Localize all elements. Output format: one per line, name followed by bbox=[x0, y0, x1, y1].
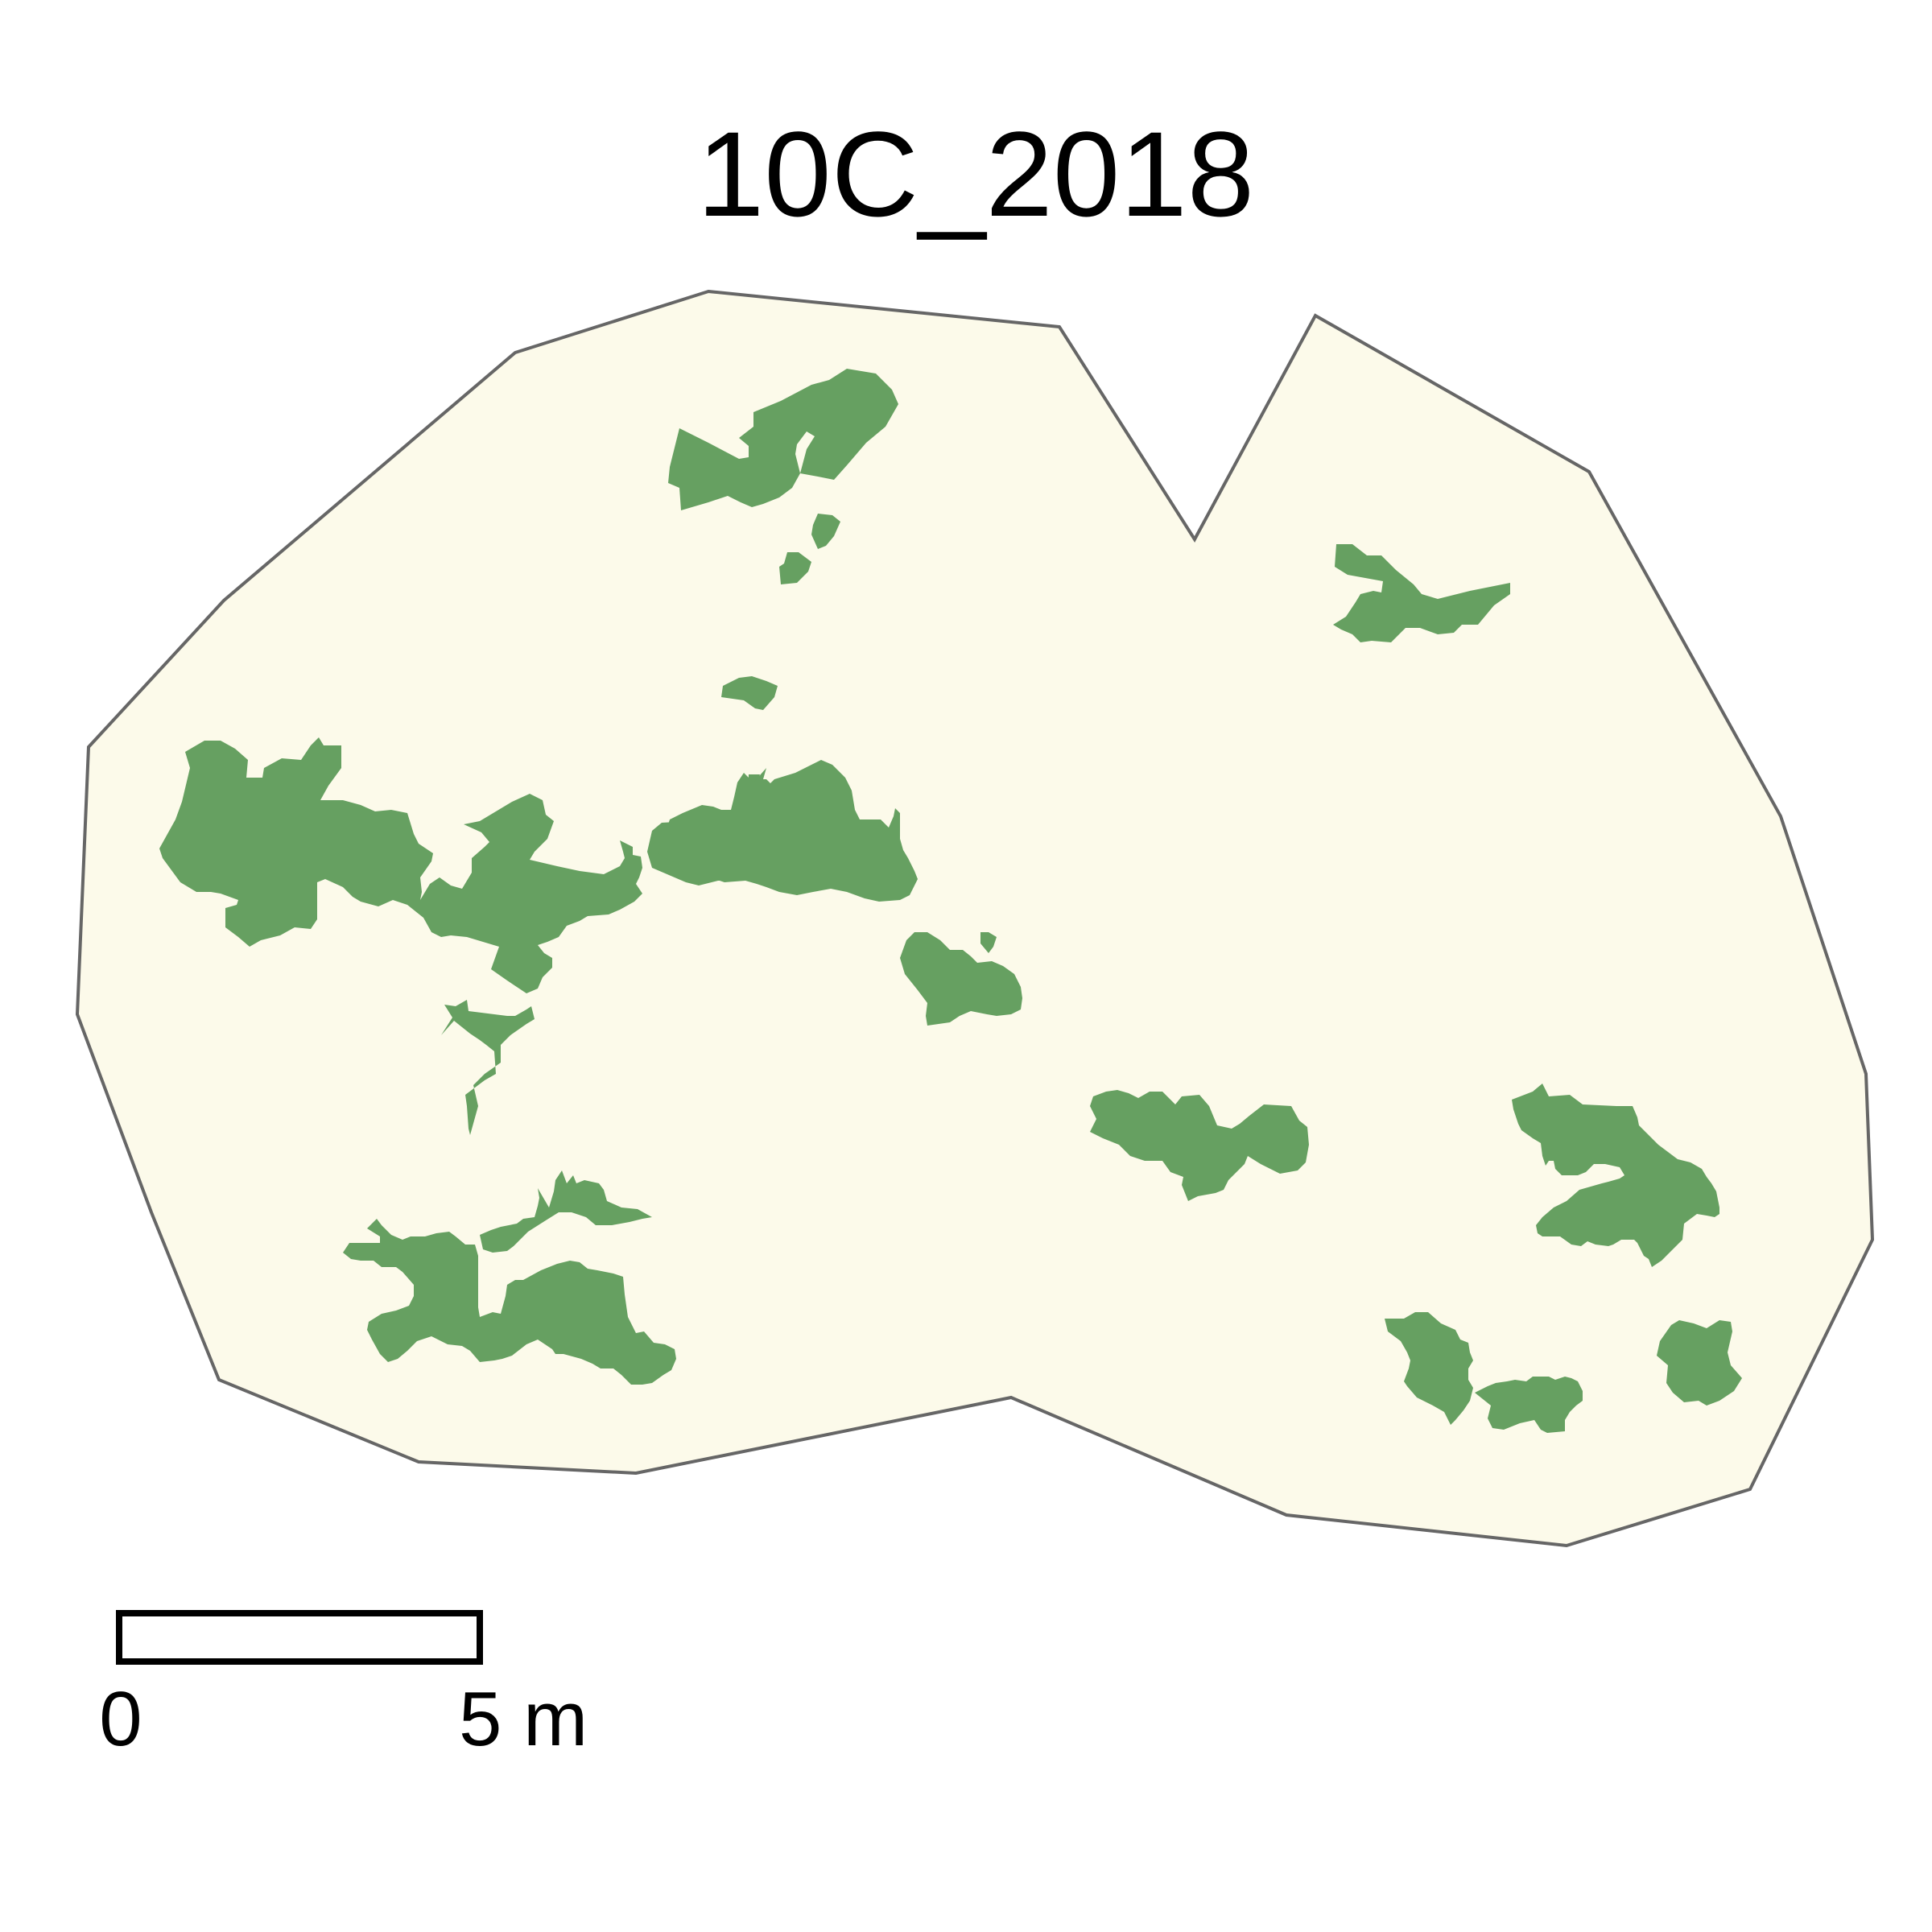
vegetation-patch bbox=[480, 1170, 652, 1253]
vegetation-patch bbox=[1657, 1320, 1742, 1406]
vegetation-patch bbox=[721, 676, 778, 710]
scale-bar-box bbox=[116, 1610, 483, 1665]
vegetation-patch bbox=[1475, 1377, 1583, 1433]
scale-bar-zero-label: 0 bbox=[99, 1676, 142, 1762]
vegetation-patch bbox=[1333, 544, 1510, 642]
vegetation-patch bbox=[668, 369, 898, 510]
site-boundary bbox=[75, 289, 1875, 1548]
vegetation-patch bbox=[658, 760, 918, 902]
vegetation-patches bbox=[159, 369, 1742, 1433]
vegetation-patch bbox=[811, 514, 840, 549]
vegetation-patch bbox=[441, 1000, 535, 1135]
vegetation-patch bbox=[779, 552, 811, 584]
vegetation-patch bbox=[1385, 1312, 1473, 1425]
scale-bar-end-label: 5 m bbox=[459, 1676, 588, 1762]
map-title: 10C_2018 bbox=[697, 106, 1254, 242]
scale-bar: 0 5 m bbox=[99, 1610, 588, 1762]
vegetation-patch bbox=[159, 737, 642, 993]
vegetation-patch bbox=[900, 932, 1022, 1026]
vegetation-patch bbox=[1512, 1084, 1719, 1267]
vegetation-patch bbox=[980, 932, 997, 953]
vegetation-patch bbox=[1090, 1090, 1309, 1201]
vegetation-patch bbox=[343, 1219, 676, 1385]
